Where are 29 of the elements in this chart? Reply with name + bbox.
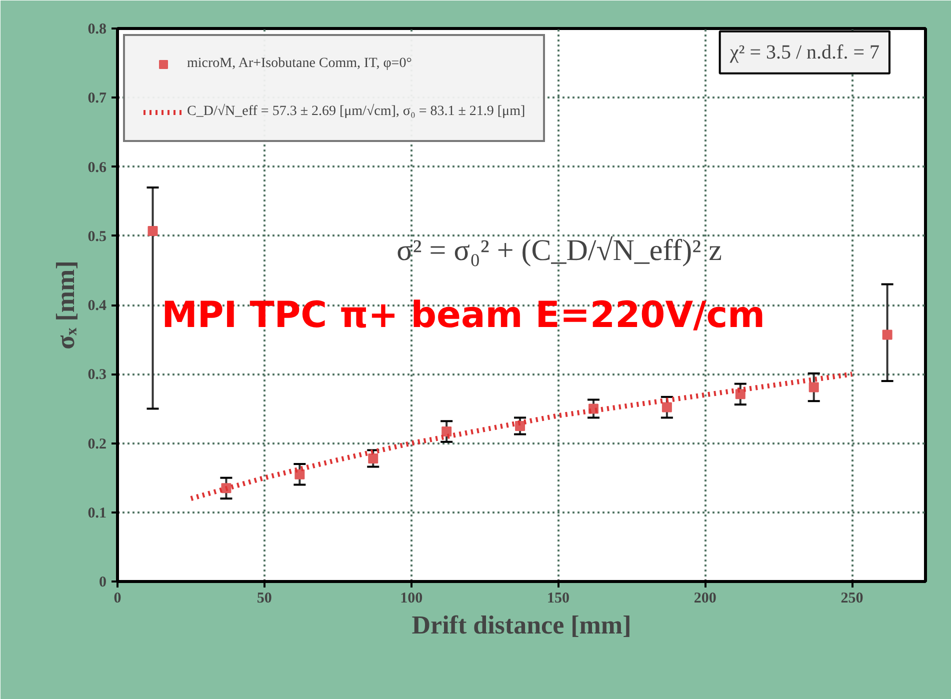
y-tick-label: 0: [99, 574, 106, 590]
x-tick-label: 150: [546, 590, 570, 606]
annotation: MPI TPC π+ beam E=220V/cm: [162, 295, 766, 336]
y-axis-title: σₓ [mm]: [50, 260, 80, 350]
y-tick-label: 0.8: [88, 22, 106, 38]
x-tick-label: 100: [400, 590, 423, 606]
point: [662, 402, 672, 412]
y-tick-label: 0.3: [88, 367, 106, 384]
y-tick-label: 0.6: [88, 160, 107, 176]
y-tick-label: 0.7: [88, 90, 107, 107]
x-tick-label: 50: [256, 590, 272, 606]
point: [368, 453, 378, 464]
x-tick-label: 200: [694, 590, 716, 606]
legend-label: C_D/√N_eff = 57.3 ± 2.69 [μm/√cm], σ₀ = 83.1 ± 21.9 [μm]: [187, 104, 526, 120]
x-axis-title: Drift distance [mm]: [412, 610, 632, 640]
point: [148, 226, 158, 236]
legend-label: microM, Ar+Isobutane Comm, IT, φ=0°: [187, 56, 412, 72]
x-tick-label: 0: [114, 590, 122, 606]
y-tick-label: 0.4: [88, 298, 107, 314]
y-tick-label: 0.1: [88, 505, 106, 522]
x-tick-label: 250: [840, 590, 864, 606]
y-tick-label: 0.2: [88, 436, 106, 452]
annotation: χ² = 3.5 / n.d.f. = 7: [728, 41, 880, 64]
point: [294, 469, 305, 480]
point: [882, 330, 892, 340]
y-tick-label: 0.5: [88, 228, 106, 245]
point: [442, 426, 452, 436]
annotation: σ² = σ₀² + (C_D/√N_eff)² z: [396, 234, 722, 267]
point: [808, 382, 819, 392]
